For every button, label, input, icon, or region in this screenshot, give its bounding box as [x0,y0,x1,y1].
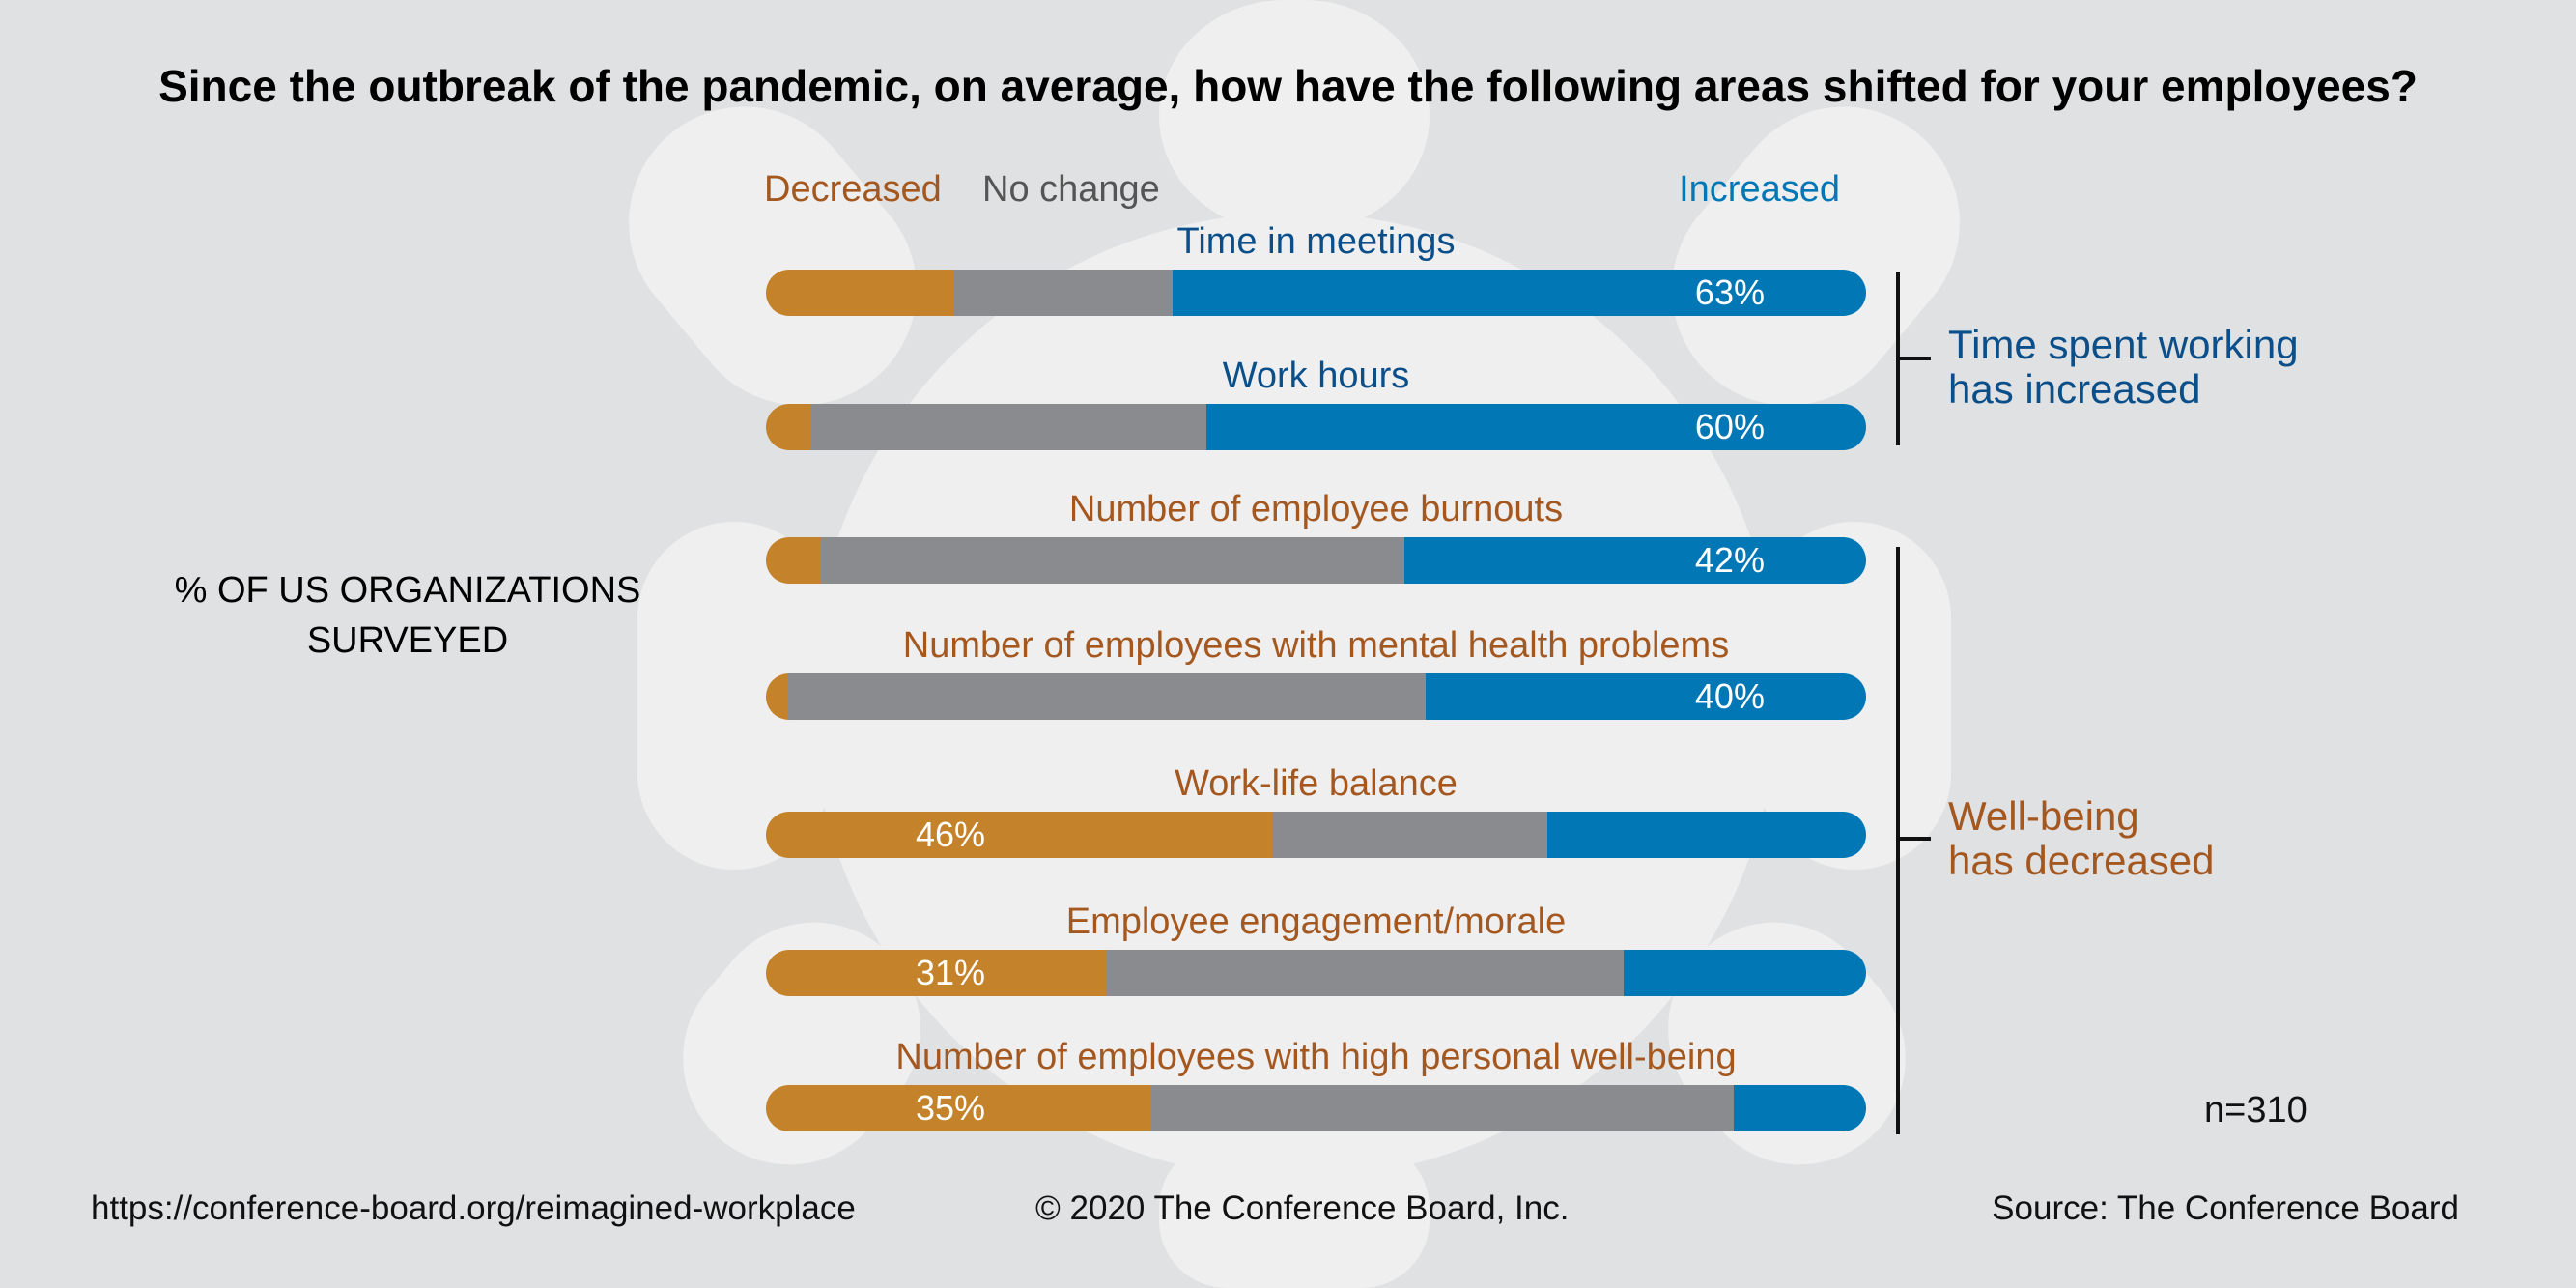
bar-segment-no-change [820,537,1404,584]
category-label: Time in meetings [1176,221,1456,262]
data-label: 40% [1694,676,1765,716]
stacked-bar: 40% [766,673,1866,720]
bar-segment-decreased: 35% [766,1085,1151,1131]
group-label-line: has decreased [1948,838,2215,883]
legend-increased: Increased [1679,169,1840,210]
category-label: Work-life balance [1175,763,1458,804]
bar-segment-increased [1624,950,1866,996]
category-label: Employee engagement/morale [1065,902,1567,942]
bar-segment-decreased [766,537,821,584]
bar-segment-no-change [1271,812,1547,858]
footer-url[interactable]: https://conference-board.org/reimagined-… [91,1189,856,1227]
bar-segment-increased: 40% [1426,673,1866,720]
group-label-time-working: Time spent working has increased [1948,323,2299,412]
bar-segment-no-change [787,673,1427,720]
stacked-bar: 35% [766,1085,1866,1131]
bar-segment-increased [1734,1085,1866,1131]
chart-title: Since the outbreak of the pandemic, on a… [158,61,2418,111]
bar-segment-increased: 42% [1403,537,1866,584]
stacked-bar: 42% [766,537,1866,584]
bar-segment-decreased [766,673,788,720]
bracket-well-being [1896,547,1900,1134]
sample-size-note: n=310 [2204,1090,2307,1131]
category-label: Number of employees with high personal w… [895,1037,1737,1077]
bracket-tick [1896,357,1931,360]
bar-segment-increased: 63% [1173,270,1866,316]
data-label: 42% [1694,540,1765,580]
group-label-line: Time spent working [1948,322,2299,367]
data-label: 60% [1694,407,1765,446]
bar-segment-no-change [1150,1085,1735,1131]
bar-segment-no-change [809,404,1206,450]
data-label: 46% [916,815,986,854]
bar-segment-no-change [952,270,1174,316]
footer-source: Source: The Conference Board [1992,1189,2459,1227]
group-label-line: has increased [1948,366,2201,412]
stacked-bar: 63% [766,270,1866,316]
bar-segment-decreased [766,404,810,450]
bracket-tick [1896,837,1931,841]
stacked-bar: 31% [766,950,1866,996]
stacked-bar: 60% [766,404,1866,450]
stacked-bar: 46% [766,812,1866,858]
bar-segment-decreased: 31% [766,950,1108,996]
bar-segment-decreased: 46% [766,812,1272,858]
category-label: Number of employees with mental health p… [902,625,1730,666]
bar-segment-no-change [1107,950,1625,996]
data-label: 35% [916,1088,986,1128]
y-axis-label: % OF US ORGANIZATIONS SURVEYED [174,570,641,661]
bar-segment-increased [1546,812,1866,858]
bar-segment-decreased [766,270,953,316]
legend-no-change: No change [982,169,1160,210]
category-label: Work hours [1222,356,1410,396]
data-label: 31% [916,953,986,992]
data-label: 63% [1694,272,1765,312]
group-label-line: Well-being [1948,793,2139,839]
group-label-well-being: Well-being has decreased [1948,794,2215,883]
footer-copyright: © 2020 The Conference Board, Inc. [1035,1189,1570,1227]
legend-decreased: Decreased [764,169,942,210]
bar-segment-increased: 60% [1205,404,1866,450]
category-label: Number of employee burnouts [1068,489,1564,530]
